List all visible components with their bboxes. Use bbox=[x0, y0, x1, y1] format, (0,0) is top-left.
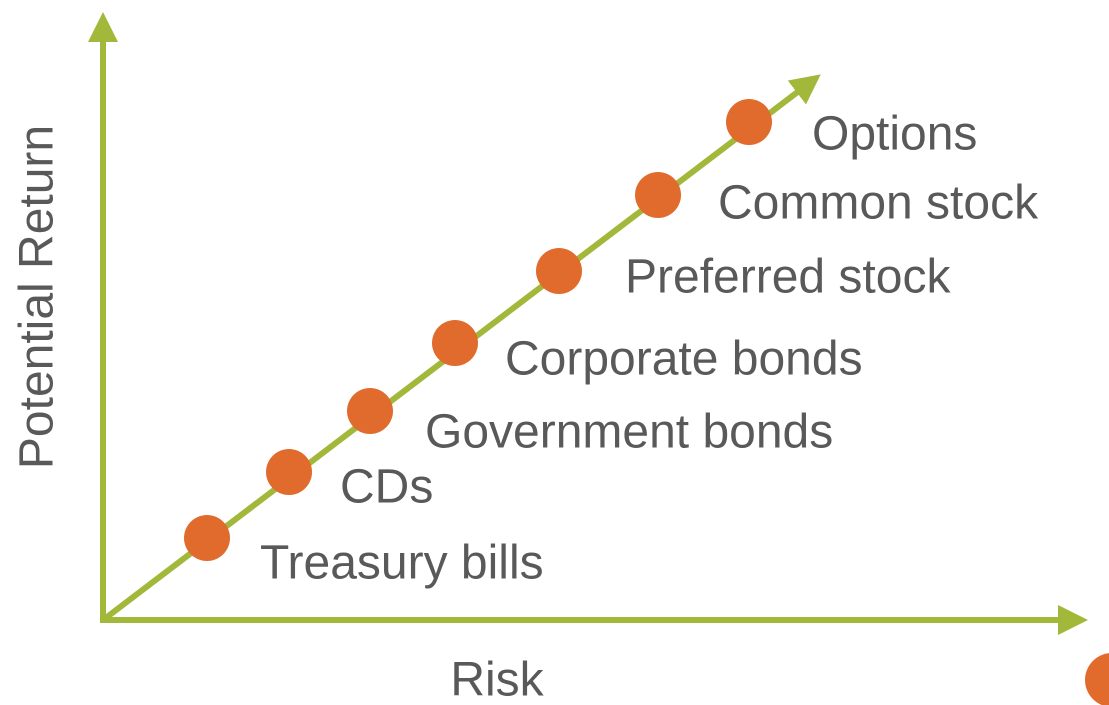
node-label: Corporate bonds bbox=[505, 333, 863, 386]
node-dot bbox=[347, 388, 393, 434]
node-label: Government bonds bbox=[425, 406, 833, 459]
node-dot bbox=[635, 172, 681, 218]
node-dot bbox=[536, 248, 582, 294]
node-label: Common stock bbox=[718, 177, 1039, 230]
node-label: CDs bbox=[340, 461, 433, 514]
x-axis-label: Risk bbox=[450, 654, 544, 705]
y-axis-label: Potential Return bbox=[11, 125, 64, 469]
node-label: Treasury bills bbox=[260, 537, 544, 590]
node-dot bbox=[432, 320, 478, 366]
node-dot bbox=[184, 515, 230, 561]
node-label: Options bbox=[812, 108, 977, 161]
node-label: Preferred stock bbox=[625, 251, 951, 304]
decoration bbox=[1085, 653, 1109, 705]
node-dot bbox=[266, 449, 312, 495]
node-dot bbox=[726, 99, 772, 145]
